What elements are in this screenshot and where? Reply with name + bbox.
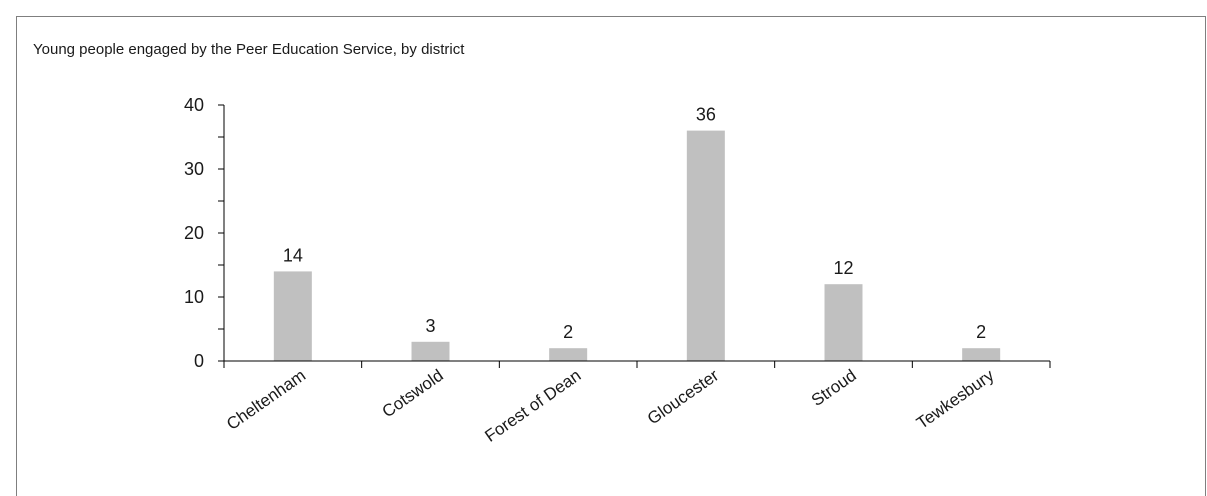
data-label-4: 12 bbox=[833, 258, 853, 278]
y-tick-label-2: 20 bbox=[184, 223, 204, 243]
data-label-0: 14 bbox=[283, 245, 303, 265]
y-tick-label-3: 30 bbox=[184, 159, 204, 179]
bar-5 bbox=[962, 348, 1001, 361]
bar-1 bbox=[411, 341, 450, 361]
y-tick-label-0: 0 bbox=[194, 351, 204, 371]
x-tick-label-5: Tewkesbury bbox=[913, 365, 998, 432]
bar-0 bbox=[273, 271, 312, 361]
x-tick-label-4: Stroud bbox=[808, 366, 860, 410]
x-tick-label-1: Cotswold bbox=[379, 366, 447, 422]
bar-4 bbox=[824, 284, 863, 361]
data-label-5: 2 bbox=[976, 322, 986, 342]
y-tick-label-1: 10 bbox=[184, 287, 204, 307]
x-tick-label-2: Forest of Dean bbox=[481, 366, 584, 446]
x-tick-label-3: Gloucester bbox=[644, 366, 723, 429]
chart-title: Young people engaged by the Peer Educati… bbox=[33, 41, 465, 58]
y-tick-label-4: 40 bbox=[184, 95, 204, 115]
bar-2 bbox=[549, 348, 588, 361]
data-label-3: 36 bbox=[696, 105, 716, 125]
bar-3 bbox=[686, 130, 725, 361]
data-label-1: 3 bbox=[425, 316, 435, 336]
x-tick-label-0: Cheltenham bbox=[223, 366, 309, 434]
chart-frame bbox=[16, 16, 1206, 496]
data-label-2: 2 bbox=[563, 322, 573, 342]
